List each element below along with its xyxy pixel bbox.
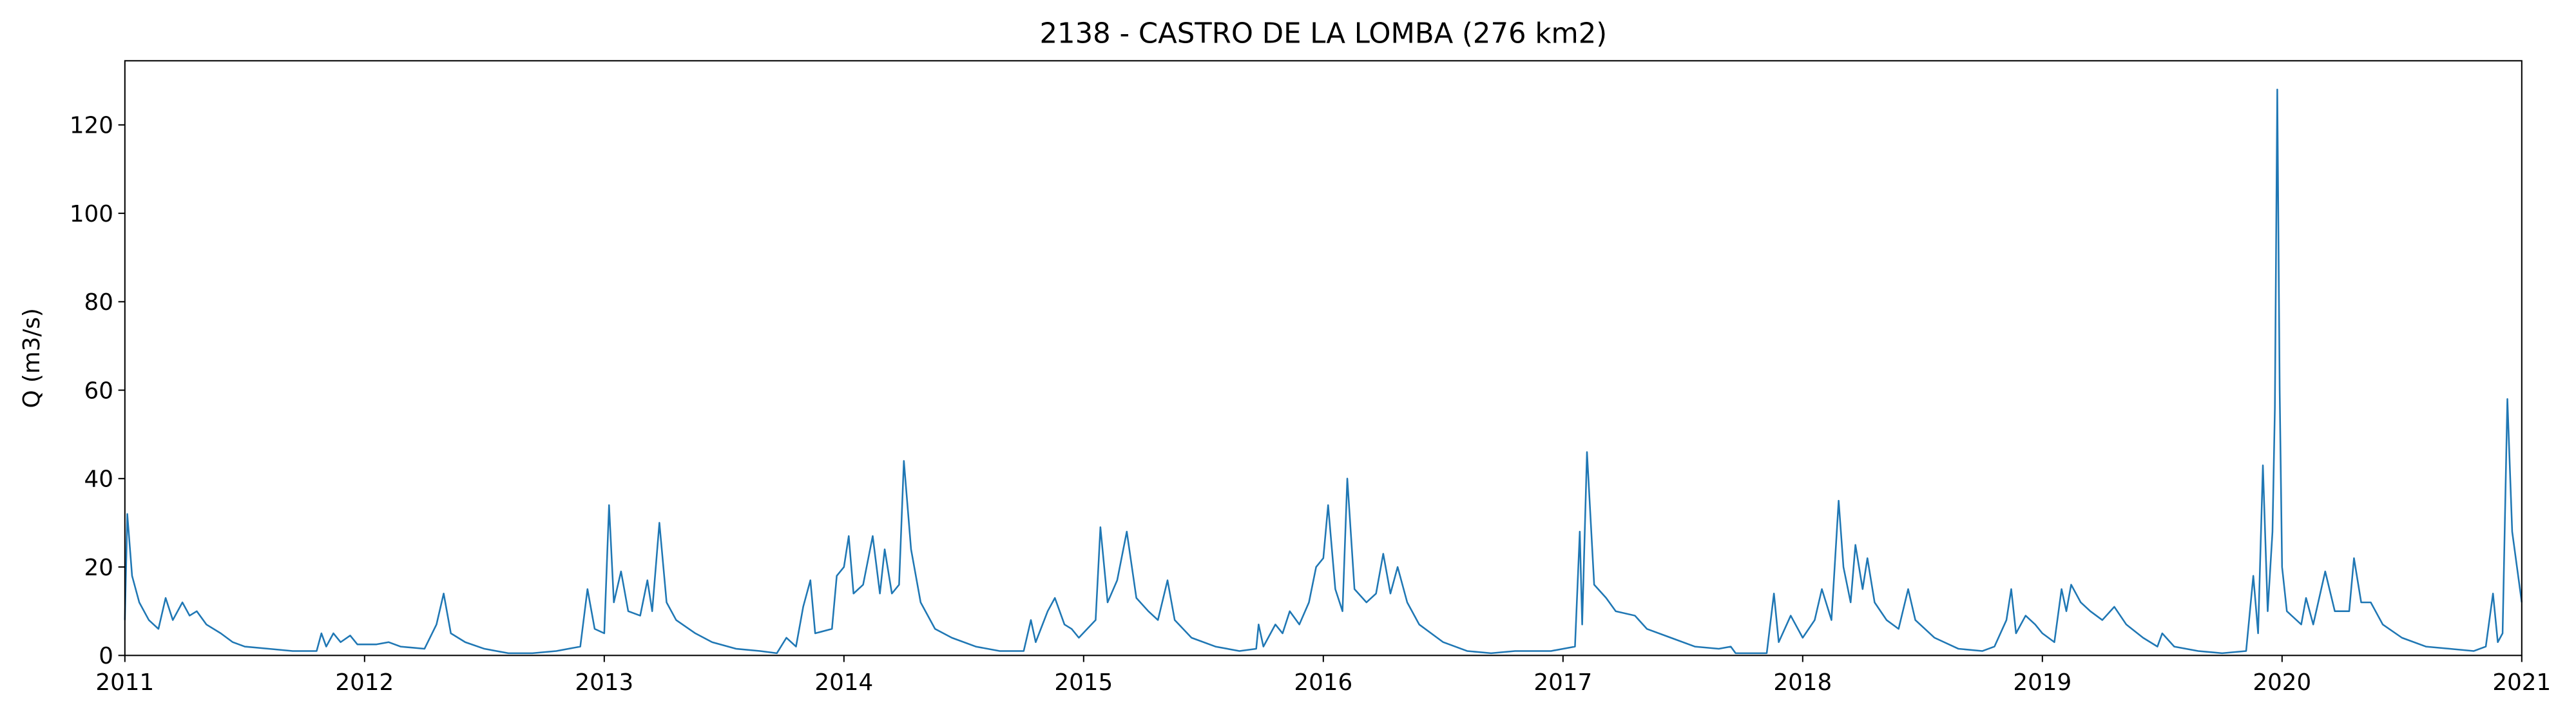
x-tick-label: 2011 [95,669,154,696]
x-tick-label: 2018 [1773,669,1832,696]
x-tick-label: 2012 [335,669,394,696]
x-tick-label: 2017 [1533,669,1592,696]
line-series [124,88,2523,655]
y-tick-label: 60 [84,378,113,404]
y-tick-label: 20 [84,555,113,581]
x-tick-label: 2019 [2013,669,2071,696]
x-tick-label: 2014 [814,669,873,696]
x-tick-label: 2013 [575,669,633,696]
y-tick-label: 40 [84,466,113,493]
x-tick-label: 2021 [2492,669,2551,696]
y-tick-label: 120 [70,113,113,139]
x-tick-label: 2016 [1294,669,1352,696]
y-axis-label: Q (m3/s) [19,308,45,408]
y-tick-label: 80 [84,289,113,316]
plot-frame [124,60,2523,657]
x-tick-label: 2015 [1054,669,1113,696]
chart-title: 2138 - CASTRO DE LA LOMBA (276 km2) [1039,17,1607,50]
y-tick-label: 100 [70,201,113,227]
x-tick-label: 2020 [2253,669,2311,696]
y-tick-label: 0 [99,643,113,669]
